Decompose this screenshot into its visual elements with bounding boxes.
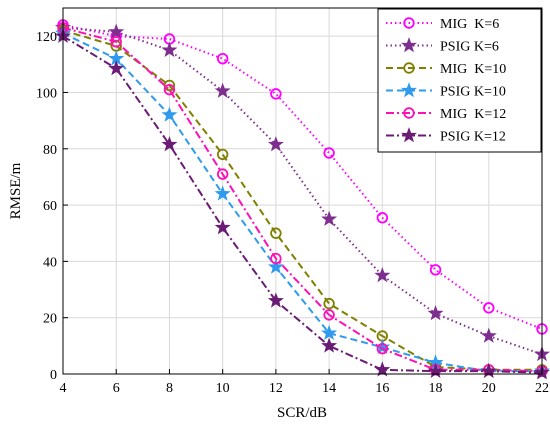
data-point	[323, 297, 335, 310]
data-point	[267, 136, 284, 152]
legend-marker	[403, 17, 415, 29]
legend-marker	[401, 82, 417, 98]
data-point	[108, 23, 125, 39]
data-point	[374, 267, 391, 283]
x-tick-label: 8	[166, 381, 173, 396]
legend-entry: MIG K=12	[386, 107, 506, 122]
x-tick-label: 18	[429, 381, 443, 396]
data-point	[216, 168, 229, 180]
legend-entry: PSIG K=10	[386, 82, 506, 100]
data-point	[427, 305, 444, 321]
data-point	[110, 36, 122, 48]
x-tick-label: 20	[482, 381, 496, 396]
series-1	[55, 19, 550, 362]
data-point	[321, 324, 338, 340]
series-3	[55, 24, 550, 378]
data-point	[216, 52, 229, 65]
x-tick-labels: 4 6 8 10 12 14 16 18 20 22	[60, 381, 550, 396]
y-tick-label: 80	[43, 143, 57, 158]
legend-entry: MIG K=6	[386, 17, 499, 32]
plot-frame	[62, 7, 543, 375]
data-point	[323, 309, 335, 321]
data-point	[216, 148, 229, 161]
legend-label: PSIG K=10	[440, 85, 506, 100]
x-tick-label: 4	[60, 381, 67, 396]
legend-entry: MIG K=10	[386, 62, 506, 77]
x-tick-label: 10	[216, 381, 230, 396]
series-line	[62, 29, 542, 371]
data-point	[161, 106, 178, 122]
y-axis-label: RMSE/m	[8, 162, 24, 219]
data-point	[214, 185, 231, 201]
legend-marker	[401, 37, 417, 53]
data-point	[480, 327, 497, 343]
series-line	[62, 26, 543, 373]
y-tick-label: 100	[36, 86, 57, 101]
legend: MIG K=6 PSIG K=6 MIG K=10 PSIG K=10 MIG K=12…	[377, 8, 542, 153]
data-point	[108, 60, 125, 76]
data-point	[376, 342, 389, 355]
data-point	[270, 227, 282, 239]
data-point	[374, 361, 391, 377]
legend-box	[377, 8, 542, 153]
data-point	[429, 264, 442, 276]
legend-label: MIG K=6	[440, 17, 499, 32]
legend-label: MIG K=12	[440, 107, 506, 122]
x-tick-label: 14	[322, 381, 336, 396]
data-point	[321, 210, 338, 226]
series-line	[62, 26, 543, 356]
series-line	[62, 32, 542, 373]
data-point	[214, 219, 231, 235]
data-point	[163, 83, 176, 96]
legend-label: PSIG K=6	[440, 40, 499, 55]
y-tick-label: 120	[36, 30, 57, 45]
y-tick-label: 0	[50, 368, 57, 383]
x-tick-label: 6	[113, 381, 120, 396]
data-point	[323, 147, 335, 159]
legend-label: MIG K=10	[440, 62, 506, 77]
data-point	[214, 82, 231, 98]
y-tick-label: 60	[43, 199, 57, 214]
legend-marker	[403, 62, 415, 74]
data-point	[267, 258, 284, 274]
data-point	[270, 252, 282, 265]
y-tick-label: 20	[43, 312, 57, 327]
y-tick-label: 40	[43, 255, 57, 270]
data-point	[161, 41, 178, 58]
data-point	[267, 292, 284, 308]
x-tick-label: 22	[535, 381, 549, 396]
legend-entry: PSIG K=12	[386, 127, 506, 145]
legend-entry: PSIG K=6	[386, 37, 499, 55]
data-point	[161, 136, 178, 152]
data-point	[483, 302, 495, 314]
series-line	[62, 23, 543, 330]
data-point	[376, 212, 389, 224]
data-point	[270, 88, 282, 100]
data-point	[163, 79, 176, 92]
data-point	[321, 337, 338, 353]
legend-marker	[401, 127, 417, 143]
x-tick-label: 12	[269, 381, 283, 396]
x-axis-label: SCR/dB	[277, 405, 327, 421]
legend-marker	[403, 107, 415, 119]
x-tick-label: 16	[375, 381, 389, 396]
series-line	[62, 35, 543, 374]
y-tick-labels: 0 20 40 60 80 100 120	[36, 30, 57, 383]
legend-label: PSIG K=12	[440, 130, 506, 145]
